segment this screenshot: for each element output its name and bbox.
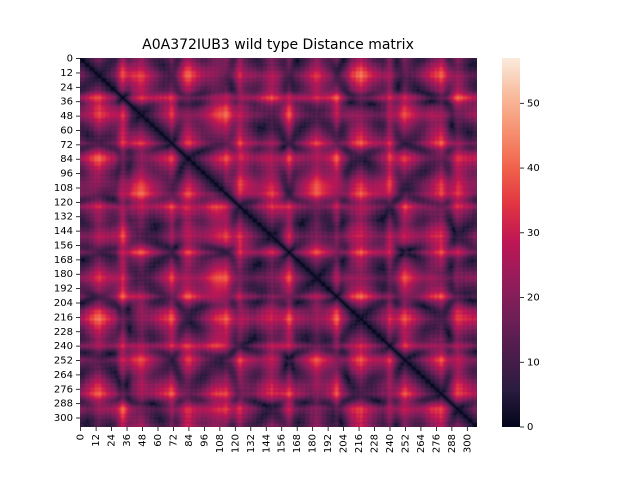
x-tick-label: 12 — [91, 434, 102, 447]
y-tick-label: 288 — [54, 399, 73, 410]
y-tick-label: 120 — [54, 197, 73, 208]
y-tick-label: 48 — [60, 111, 73, 122]
y-tick-label: 240 — [54, 341, 73, 352]
y-axis: 0 12 24 36 48 60 72 84 96 108 120 132 144 156 168 180 19… — [54, 54, 80, 424]
x-tick-label: 60 — [153, 434, 164, 447]
y-tick-label: 192 — [54, 284, 73, 295]
y-tick-label: 60 — [60, 125, 73, 136]
colorbar-tick-label: 20 — [527, 293, 540, 304]
y-tick-label: 108 — [54, 183, 73, 194]
x-tick-label: 264 — [416, 434, 427, 453]
y-tick-label: 12 — [60, 68, 73, 79]
x-tick-label: 36 — [122, 434, 133, 447]
colorbar-tick-label: 0 — [527, 422, 533, 433]
x-tick-label: 180 — [308, 434, 319, 453]
x-tick-label: 96 — [199, 434, 210, 447]
x-axis: 0 12 24 36 48 60 72 84 96 108 120 132 144 156 168 180 19… — [76, 427, 473, 453]
y-tick-label: 180 — [54, 269, 73, 280]
colorbar-tick-label: 30 — [527, 228, 540, 239]
x-tick-label: 252 — [400, 434, 411, 453]
y-tick-label: 216 — [54, 312, 73, 323]
x-tick-label: 276 — [431, 434, 442, 453]
colorbar-tick-label: 10 — [527, 357, 540, 368]
y-tick-label: 276 — [54, 384, 73, 395]
y-tick-label: 144 — [54, 226, 73, 237]
x-tick-label: 156 — [277, 434, 288, 453]
x-tick-label: 192 — [323, 434, 334, 453]
x-tick-label: 120 — [230, 434, 241, 453]
y-tick-label: 72 — [60, 140, 73, 151]
y-tick-label: 96 — [60, 169, 73, 180]
y-tick-label: 156 — [54, 240, 73, 251]
x-tick-label: 288 — [447, 434, 458, 453]
chart-title: A0A372IUB3 wild type Distance matrix — [142, 37, 414, 53]
y-tick-label: 204 — [54, 298, 73, 309]
x-tick-label: 48 — [138, 434, 149, 447]
y-tick-label: 36 — [60, 97, 73, 108]
x-tick-label: 216 — [354, 434, 365, 453]
x-tick-label: 240 — [385, 434, 396, 453]
x-tick-label: 108 — [215, 434, 226, 453]
x-tick-label: 300 — [462, 434, 473, 453]
x-tick-label: 84 — [184, 434, 195, 447]
x-tick-label: 0 — [76, 434, 87, 440]
colorbar: 0 10 20 30 40 50 — [502, 58, 540, 433]
y-tick-label: 132 — [54, 212, 73, 223]
x-tick-label: 204 — [339, 434, 350, 453]
y-tick-label: 264 — [54, 370, 73, 381]
y-tick-label: 168 — [54, 255, 73, 266]
x-tick-label: 168 — [292, 434, 303, 453]
heatmap-cells — [80, 58, 477, 427]
x-tick-label: 72 — [168, 434, 179, 447]
heatmap-image — [80, 58, 477, 427]
x-tick-label: 24 — [107, 434, 118, 447]
y-tick-label: 0 — [67, 54, 73, 65]
y-tick-label: 252 — [54, 356, 73, 367]
colorbar-tick-label: 50 — [527, 98, 540, 109]
y-tick-label: 84 — [60, 154, 73, 165]
x-tick-label: 144 — [261, 434, 272, 453]
x-tick-label: 228 — [370, 434, 381, 453]
y-tick-label: 24 — [60, 82, 73, 93]
colorbar-tick-label: 40 — [527, 163, 540, 174]
y-tick-label: 300 — [54, 413, 73, 424]
y-tick-label: 228 — [54, 327, 73, 338]
x-tick-label: 132 — [246, 434, 257, 453]
colorbar-gradient — [502, 58, 520, 427]
